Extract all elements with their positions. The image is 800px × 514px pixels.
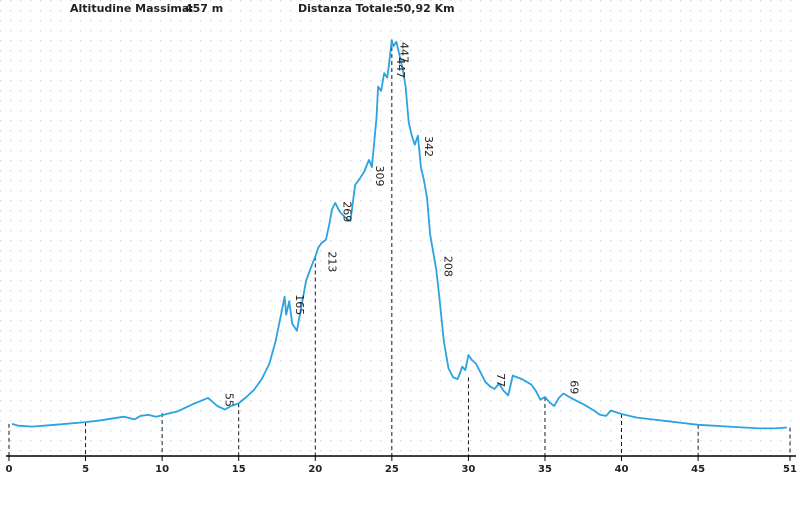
x-tick-label-35: 35 [538, 464, 552, 475]
elevation-profile-line [11, 39, 787, 430]
elevation-label-7: 342 [422, 136, 435, 157]
x-tick-label-25: 25 [385, 464, 399, 475]
x-tick-label-5: 5 [82, 464, 89, 475]
x-tick-label-15: 15 [232, 464, 246, 475]
distance-marker-lines [8, 40, 791, 456]
elevation-label-3: 269 [341, 201, 354, 222]
elevation-label-1: 165 [293, 294, 306, 315]
x-tick-label-45: 45 [691, 464, 705, 475]
x-tick-label-0: 0 [6, 464, 13, 475]
x-tick-label-30: 30 [461, 464, 475, 475]
max-altitude-label: Altitudine Massima: [70, 2, 194, 15]
elevation-label-2: 213 [325, 251, 338, 272]
x-axis-ticks: 0 5 10 15 20 25 30 35 40 45 51 [6, 456, 797, 475]
total-distance-value: 50,92 Km [396, 2, 455, 15]
elevation-label-4: 309 [373, 166, 386, 187]
elevation-label-6: 447 [397, 42, 410, 63]
total-distance-label: Distanza Totale: [298, 2, 398, 15]
x-tick-label-20: 20 [308, 464, 322, 475]
dotted-grid-background [0, 0, 800, 456]
max-altitude-value: 457 m [185, 2, 223, 15]
elevation-label-10: 69 [567, 380, 580, 394]
elevation-label-9: 77 [494, 373, 507, 387]
elevation-label-0: 55 [223, 393, 236, 407]
x-tick-label-10: 10 [155, 464, 169, 475]
elevation-label-8: 208 [442, 256, 455, 277]
elevation-label-5: 447 [394, 57, 407, 78]
x-tick-label-51: 51 [783, 464, 797, 475]
x-tick-label-40: 40 [615, 464, 629, 475]
